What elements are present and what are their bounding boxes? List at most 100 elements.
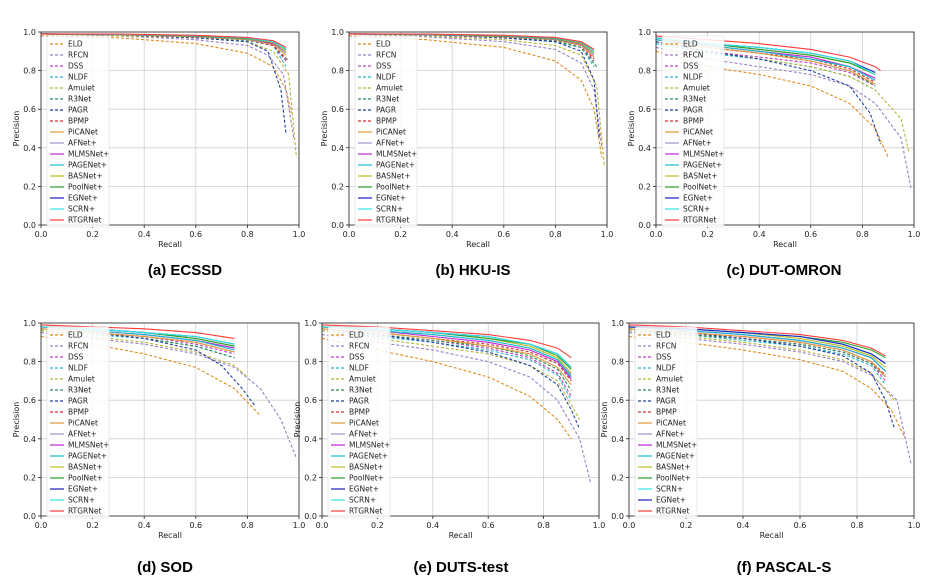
x-axis-label: Recall xyxy=(773,240,797,249)
y-tick-label: 0.4 xyxy=(23,435,36,444)
x-tick-label: 0.0 xyxy=(623,521,636,530)
x-tick-label: 0.4 xyxy=(753,230,766,239)
y-tick-label: 0.8 xyxy=(23,358,36,367)
y-axis-label: Precision xyxy=(320,111,329,147)
y-tick-label: 0.8 xyxy=(611,358,624,367)
legend-entry-dss: DSS xyxy=(68,62,84,71)
y-tick-label: 0.2 xyxy=(331,182,344,191)
axes-frame xyxy=(40,322,300,517)
y-tick-label: 0.0 xyxy=(23,221,36,230)
series-line-eld xyxy=(655,50,889,158)
y-axis-label: Precision xyxy=(627,111,636,147)
legend-entry-rtgrnet: RTGRNet xyxy=(656,507,689,516)
x-tick-label: 1.0 xyxy=(593,521,606,530)
legend-entry-picanet: PiCANet xyxy=(68,419,98,428)
x-tick-label: 0.4 xyxy=(737,521,750,530)
legend-entry-rfcn: RFCN xyxy=(683,51,703,60)
legend-entry-dss: DSS xyxy=(656,353,672,362)
x-axis-label: Recall xyxy=(760,531,784,540)
panel-caption: (a) ECSSD xyxy=(148,262,222,279)
legend-entry-afnet: AFNet+ xyxy=(349,430,378,439)
legend-entry-pagr: PAGR xyxy=(656,397,676,406)
y-tick-label: 0.6 xyxy=(304,396,317,405)
legend-entry-afnet: AFNet+ xyxy=(656,430,685,439)
series-line-eld xyxy=(348,35,603,158)
legend-entry-pagr: PAGR xyxy=(376,106,396,115)
legend-entry-scrn: SCRN+ xyxy=(68,496,95,505)
x-tick-label: 0.6 xyxy=(804,230,817,239)
x-tick-label: 0.8 xyxy=(856,230,869,239)
y-tick-label: 0.8 xyxy=(638,67,651,76)
x-tick-label: 0.2 xyxy=(371,521,384,530)
y-tick-label: 1.0 xyxy=(23,28,36,37)
legend-box xyxy=(327,326,391,519)
axes-frame xyxy=(40,31,300,226)
y-tick-label: 0.0 xyxy=(331,221,344,230)
legend-entry-pagenet: PAGENet+ xyxy=(68,452,107,461)
chart-panel-2: 0.0 0.2 0.4 0.6 0.8 1.0 0.0 0.2 0.4 0.6 0.8 1.0 Reca… xyxy=(320,28,613,279)
chart-panel-3: 0.0 0.2 0.4 0.6 0.8 1.0 0.0 0.2 0.4 0.6 0.8 1.0 Reca… xyxy=(627,28,920,279)
y-tick-label: 1.0 xyxy=(23,319,36,328)
legend-entry-basnet: BASNet+ xyxy=(656,463,691,472)
y-tick-label: 0.0 xyxy=(638,221,651,230)
x-axis-label: Recall xyxy=(158,240,182,249)
y-axis-label: Precision xyxy=(293,402,302,438)
y-tick-label: 0.4 xyxy=(638,144,651,153)
legend-entry-pagr: PAGR xyxy=(68,397,88,406)
legend-entry-amulet: Amulet xyxy=(683,84,710,93)
y-axis-label: Precision xyxy=(12,402,21,438)
x-tick-label: 1.0 xyxy=(293,521,306,530)
legend-entry-egnet: EGNet+ xyxy=(68,485,98,494)
axes-frame xyxy=(348,31,608,226)
y-tick-label: 0.6 xyxy=(331,105,344,114)
legend-entry-mlmsnet: MLMSNet+ xyxy=(376,150,417,159)
x-axis-label: Recall xyxy=(449,531,473,540)
legend-entry-bpmp: BPMP xyxy=(68,117,89,126)
legend-entry-basnet: BASNet+ xyxy=(68,172,103,181)
legend-entry-poolnet: PoolNet+ xyxy=(683,183,718,192)
series-line-amulet xyxy=(40,330,248,378)
y-axis-label: Precision xyxy=(600,402,609,438)
legend-entry-pagr: PAGR xyxy=(349,397,369,406)
legend-entry-egnet: EGNet+ xyxy=(376,194,406,203)
y-tick-label: 0.6 xyxy=(611,396,624,405)
x-tick-label: 0.8 xyxy=(537,521,550,530)
legend-entry-amulet: Amulet xyxy=(656,375,683,384)
legend-box xyxy=(634,326,698,519)
x-tick-label: 0.0 xyxy=(35,521,48,530)
legend-entry-bpmp: BPMP xyxy=(376,117,397,126)
legend-entry-bpmp: BPMP xyxy=(683,117,704,126)
y-tick-label: 0.2 xyxy=(23,473,36,482)
legend-entry-afnet: AFNet+ xyxy=(68,430,97,439)
x-tick-label: 0.2 xyxy=(394,230,407,239)
legend-entry-pagenet: PAGENet+ xyxy=(68,161,107,170)
legend-entry-dss: DSS xyxy=(683,62,699,71)
legend-entry-r3net: R3Net xyxy=(376,95,399,104)
series-line-bpmp xyxy=(655,39,876,83)
x-tick-label: 0.4 xyxy=(138,230,151,239)
legend-entry-eld: ELD xyxy=(656,331,671,340)
x-tick-label: 0.6 xyxy=(189,230,202,239)
legend-entry-picanet: PiCANet xyxy=(349,419,379,428)
axes-frame xyxy=(321,322,600,517)
x-tick-label: 1.0 xyxy=(908,230,921,239)
panel-caption: (e) DUTS-test xyxy=(413,559,508,576)
x-axis-label: Recall xyxy=(466,240,490,249)
x-tick-label: 0.8 xyxy=(549,230,562,239)
panel-caption: (f) PASCAL-S xyxy=(737,559,832,576)
y-tick-label: 0.6 xyxy=(23,396,36,405)
legend-entry-r3net: R3Net xyxy=(68,95,91,104)
legend-entry-dss: DSS xyxy=(376,62,392,71)
y-tick-label: 0.2 xyxy=(23,182,36,191)
legend-entry-rfcn: RFCN xyxy=(68,342,88,351)
y-tick-label: 0.6 xyxy=(23,105,36,114)
panel-caption: (d) SOD xyxy=(137,559,193,576)
legend-entry-mlmsnet: MLMSNet+ xyxy=(68,150,109,159)
series-line-amulet xyxy=(348,33,605,168)
legend: ELD RFCN DSS NLDF Amulet R3Net PAGR BPMP PiCANet… xyxy=(354,35,417,228)
legend-box xyxy=(46,35,110,228)
legend-entry-poolnet: PoolNet+ xyxy=(656,474,691,483)
y-tick-label: 0.2 xyxy=(638,182,651,191)
y-tick-label: 0.4 xyxy=(304,435,317,444)
legend-entry-amulet: Amulet xyxy=(68,84,95,93)
